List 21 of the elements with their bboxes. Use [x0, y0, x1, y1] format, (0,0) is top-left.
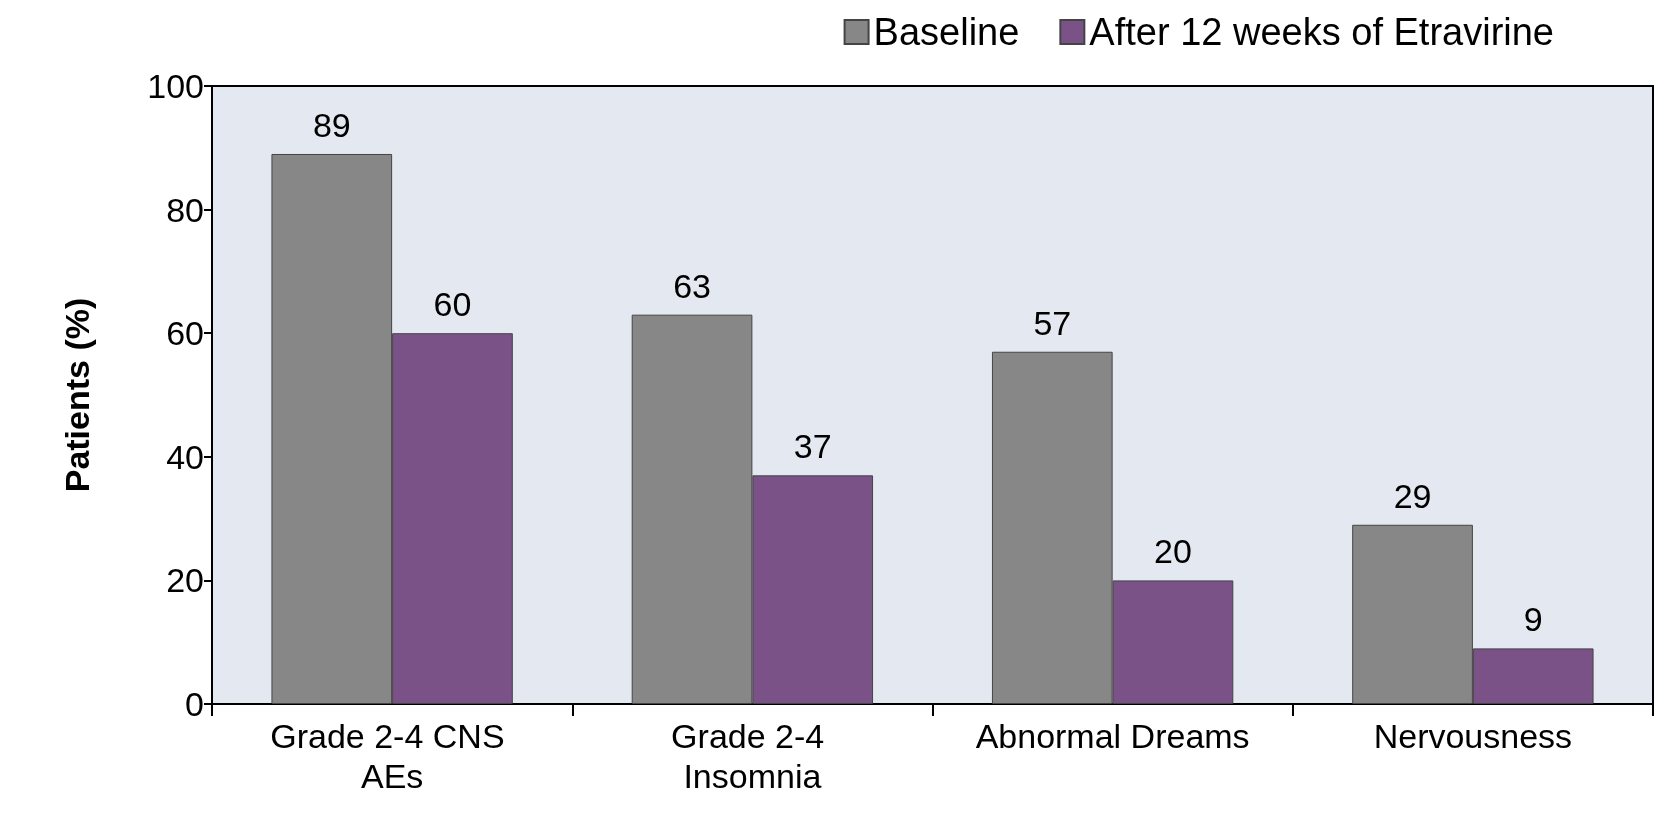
data-label: 9 — [1523, 600, 1543, 639]
y-tick-label: 20 — [166, 561, 204, 600]
data-label: 29 — [1393, 476, 1432, 515]
y-tick-label: 0 — [185, 685, 204, 723]
y-axis-title: Patients (%) — [58, 297, 96, 493]
x-tick-label: Grade 2-4 Insomnia — [671, 717, 834, 795]
x-tick-label: Abnormal Dreams — [975, 717, 1250, 755]
data-label: 57 — [1033, 303, 1072, 342]
data-label: 89 — [312, 105, 351, 144]
legend-label: After 12 weeks of Etravirine — [1089, 11, 1555, 53]
y-tick-label: 80 — [166, 190, 204, 229]
y-tick-label: 40 — [166, 437, 204, 476]
data-label: 37 — [793, 427, 832, 466]
data-label: 63 — [673, 266, 711, 305]
data-label: 20 — [1154, 532, 1192, 571]
data-label: 60 — [433, 285, 472, 324]
x-tick-label: Nervousness — [1373, 717, 1573, 755]
x-tick-label: Grade 2-4 CNS AEs — [270, 717, 515, 795]
legend-label: Baseline — [873, 11, 1020, 53]
y-tick-label: 60 — [166, 314, 204, 353]
y-tick-label: 100 — [147, 67, 204, 105]
